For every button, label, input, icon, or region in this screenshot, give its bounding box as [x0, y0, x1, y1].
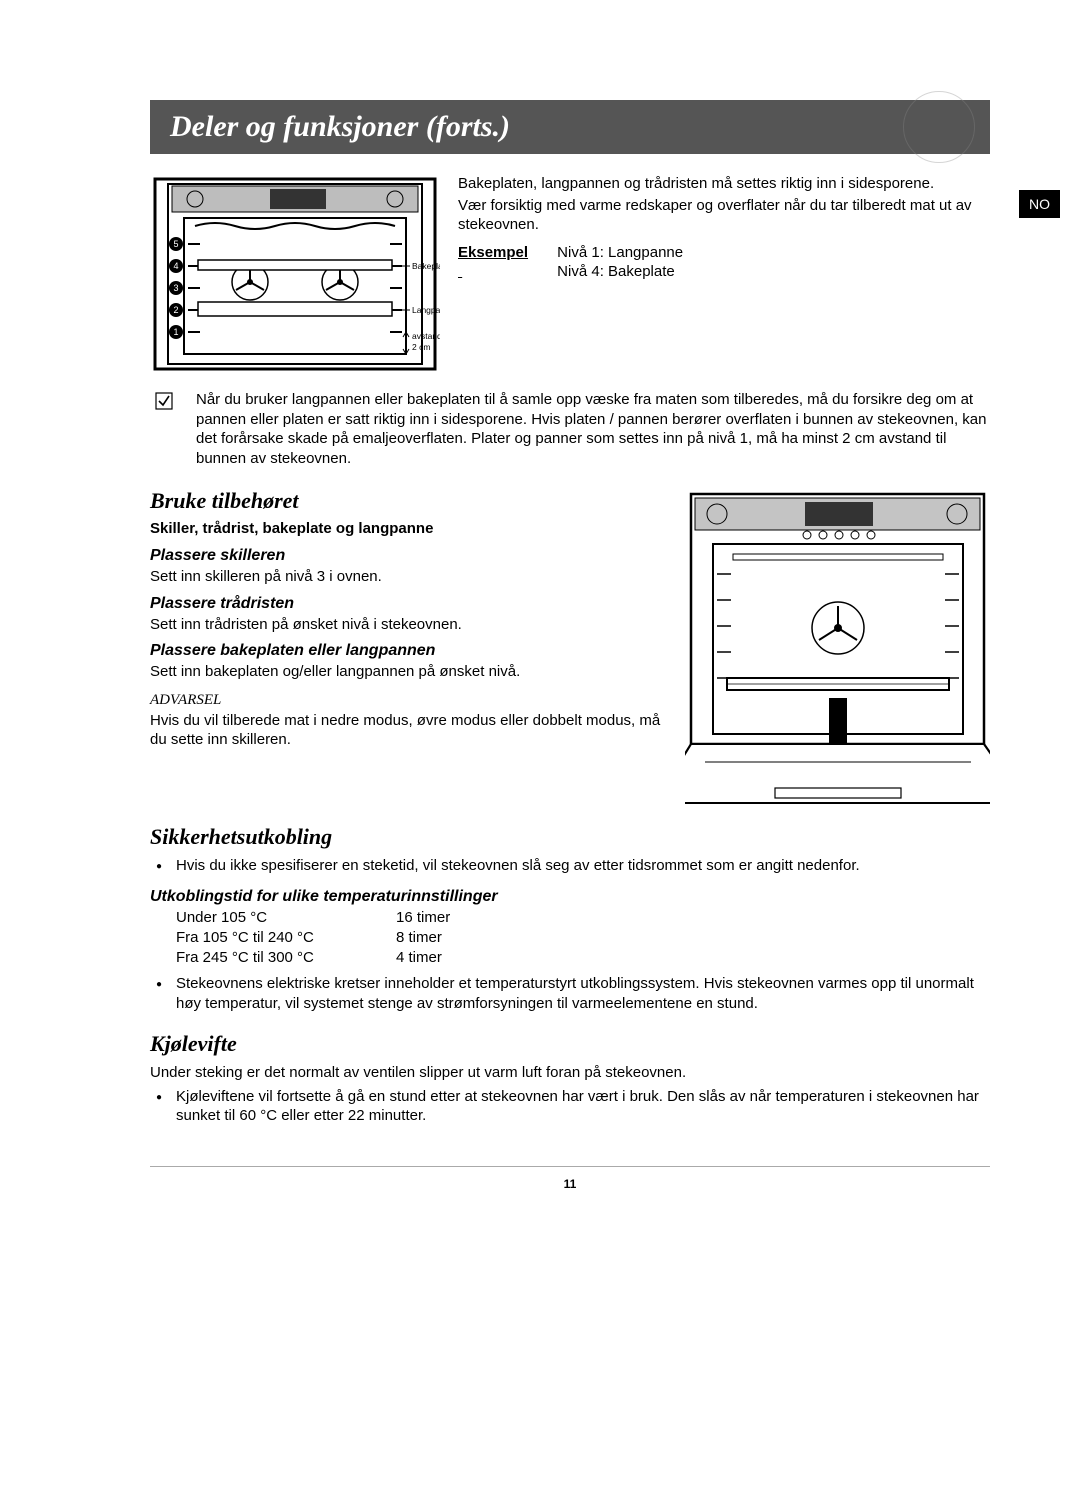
example-line-2: Nivå 4: Bakeplate — [557, 263, 675, 280]
table-row: Under 105 °C 16 timer — [176, 908, 990, 928]
intro-p2: Vær forsiktig med varme redskaper og ove… — [458, 196, 990, 235]
temperature-table: Under 105 °C 16 timer Fra 105 °C til 240… — [150, 908, 990, 969]
language-tab: NO — [1019, 190, 1060, 218]
kjolevifte-text: Under steking er det normalt av ventilen… — [150, 1063, 990, 1083]
note-icon — [150, 390, 178, 468]
warning-label: ADVARSEL — [150, 692, 665, 709]
sikkerhet-bullet-1: Hvis du ikke spesifiserer en steketid, v… — [176, 856, 990, 876]
example-label: Eksempel — [458, 243, 553, 263]
heading-sikkerhetsutkobling: Sikkerhetsutkobling — [150, 824, 990, 850]
text-plassere-skilleren: Sett inn skilleren på nivå 3 i ovnen. — [150, 567, 665, 587]
oven-level-diagram: 5 4 3 2 1 Bakeplate Langpanne avstand 2 … — [150, 174, 440, 374]
diagram-label-avstand-cm: 2 cm — [412, 342, 430, 352]
kjolevifte-bullet: Kjøleviftene vil fortsette å gå en stund… — [176, 1087, 990, 1126]
table-row: Fra 105 °C til 240 °C 8 timer — [176, 928, 990, 948]
heading-kjolevifte: Kjølevifte — [150, 1031, 990, 1057]
heading-bruke-tilbehoret: Bruke tilbehøret — [150, 488, 665, 514]
diagram-label-avstand: avstand — [412, 331, 440, 341]
example-line-1: Nivå 1: Langpanne — [557, 244, 683, 261]
text-plassere-bakeplaten: Sett inn bakeplaten og/eller langpannen … — [150, 662, 665, 682]
page-title-bar: Deler og funksjoner (forts.) — [150, 100, 990, 154]
heading-plassere-tradristen: Plassere trådristen — [150, 595, 665, 613]
page-title: Deler og funksjoner (forts.) — [170, 110, 970, 144]
diagram-label-langpanne: Langpanne — [412, 305, 440, 315]
oven-insert-diagram — [685, 488, 990, 808]
note-text: Når du bruker langpannen eller bakeplate… — [196, 390, 990, 468]
diagram-label-bakeplate: Bakeplate — [412, 261, 440, 271]
subheading-skiller-tradrist: Skiller, trådrist, bakeplate og langpann… — [150, 520, 665, 537]
intro-p1: Bakeplaten, langpannen og trådristen må … — [458, 174, 990, 194]
svg-text:2: 2 — [173, 305, 178, 315]
table-row: Fra 245 °C til 300 °C 4 timer — [176, 948, 990, 968]
svg-text:4: 4 — [173, 261, 178, 271]
text-plassere-tradristen: Sett inn trådristen på ønsket nivå i ste… — [150, 615, 665, 635]
warning-text: Hvis du vil tilberede mat i nedre modus,… — [150, 711, 665, 750]
svg-text:5: 5 — [173, 239, 178, 249]
svg-text:3: 3 — [173, 283, 178, 293]
heading-plassere-bakeplaten: Plassere bakeplaten eller langpannen — [150, 642, 665, 660]
sikkerhet-bullet-2: Stekeovnens elektriske kretser inneholde… — [176, 974, 990, 1013]
heading-plassere-skilleren: Plassere skilleren — [150, 547, 665, 565]
intro-text-block: Bakeplaten, langpannen og trådristen må … — [458, 174, 990, 374]
page-number: 11 — [150, 1177, 990, 1191]
footer-divider — [150, 1166, 990, 1167]
svg-text:1: 1 — [173, 327, 178, 337]
heading-utkoblingstid: Utkoblingstid for ulike temperaturinnsti… — [150, 888, 990, 906]
